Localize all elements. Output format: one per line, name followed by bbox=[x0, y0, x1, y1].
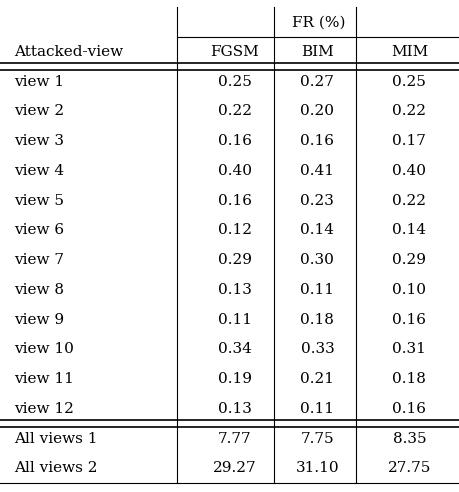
Text: FGSM: FGSM bbox=[210, 45, 258, 59]
Text: 0.33: 0.33 bbox=[300, 342, 334, 356]
Text: 0.31: 0.31 bbox=[392, 342, 425, 356]
Text: 0.13: 0.13 bbox=[217, 402, 251, 416]
Text: Attacked-view: Attacked-view bbox=[14, 45, 123, 59]
Text: 0.19: 0.19 bbox=[217, 372, 251, 386]
Text: view 6: view 6 bbox=[14, 223, 64, 238]
Text: 0.17: 0.17 bbox=[392, 134, 425, 148]
Text: 0.29: 0.29 bbox=[217, 253, 251, 267]
Text: view 1: view 1 bbox=[14, 75, 64, 89]
Text: view 12: view 12 bbox=[14, 402, 73, 416]
Text: view 11: view 11 bbox=[14, 372, 73, 386]
Text: view 2: view 2 bbox=[14, 104, 64, 119]
Text: view 5: view 5 bbox=[14, 194, 64, 208]
Text: 0.23: 0.23 bbox=[300, 194, 334, 208]
Text: view 10: view 10 bbox=[14, 342, 73, 356]
Text: All views 2: All views 2 bbox=[14, 461, 97, 475]
Text: view 7: view 7 bbox=[14, 253, 64, 267]
Text: 0.14: 0.14 bbox=[392, 223, 425, 238]
Text: 0.40: 0.40 bbox=[392, 164, 425, 178]
Text: BIM: BIM bbox=[300, 45, 333, 59]
Text: 27.75: 27.75 bbox=[387, 461, 430, 475]
Text: 0.11: 0.11 bbox=[300, 283, 334, 297]
Text: 7.75: 7.75 bbox=[300, 431, 334, 446]
Text: 0.16: 0.16 bbox=[217, 134, 251, 148]
Text: 0.25: 0.25 bbox=[392, 75, 425, 89]
Text: 0.14: 0.14 bbox=[300, 223, 334, 238]
Text: 0.41: 0.41 bbox=[300, 164, 334, 178]
Text: view 9: view 9 bbox=[14, 312, 64, 327]
Text: view 3: view 3 bbox=[14, 134, 64, 148]
Text: 0.30: 0.30 bbox=[300, 253, 334, 267]
Text: 0.16: 0.16 bbox=[217, 194, 251, 208]
Text: view 8: view 8 bbox=[14, 283, 64, 297]
Text: 0.22: 0.22 bbox=[392, 104, 425, 119]
Text: 31.10: 31.10 bbox=[295, 461, 338, 475]
Text: 0.16: 0.16 bbox=[300, 134, 334, 148]
Text: 0.40: 0.40 bbox=[217, 164, 251, 178]
Text: 0.34: 0.34 bbox=[217, 342, 251, 356]
Text: 29.27: 29.27 bbox=[213, 461, 256, 475]
Text: 0.12: 0.12 bbox=[217, 223, 251, 238]
Text: 0.10: 0.10 bbox=[392, 283, 425, 297]
Text: 0.29: 0.29 bbox=[392, 253, 425, 267]
Text: 0.25: 0.25 bbox=[217, 75, 251, 89]
Text: 0.22: 0.22 bbox=[392, 194, 425, 208]
Text: MIM: MIM bbox=[390, 45, 427, 59]
Text: 7.77: 7.77 bbox=[217, 431, 251, 446]
Text: 0.22: 0.22 bbox=[217, 104, 251, 119]
Text: view 4: view 4 bbox=[14, 164, 64, 178]
Text: 0.18: 0.18 bbox=[392, 372, 425, 386]
Text: 0.11: 0.11 bbox=[217, 312, 251, 327]
Text: 8.35: 8.35 bbox=[392, 431, 425, 446]
Text: 0.21: 0.21 bbox=[300, 372, 334, 386]
Text: 0.27: 0.27 bbox=[300, 75, 334, 89]
Text: 0.16: 0.16 bbox=[392, 312, 425, 327]
Text: 0.13: 0.13 bbox=[217, 283, 251, 297]
Text: All views 1: All views 1 bbox=[14, 431, 97, 446]
Text: 0.18: 0.18 bbox=[300, 312, 334, 327]
Text: FR (%): FR (%) bbox=[291, 15, 345, 29]
Text: 0.20: 0.20 bbox=[300, 104, 334, 119]
Text: 0.11: 0.11 bbox=[300, 402, 334, 416]
Text: 0.16: 0.16 bbox=[392, 402, 425, 416]
